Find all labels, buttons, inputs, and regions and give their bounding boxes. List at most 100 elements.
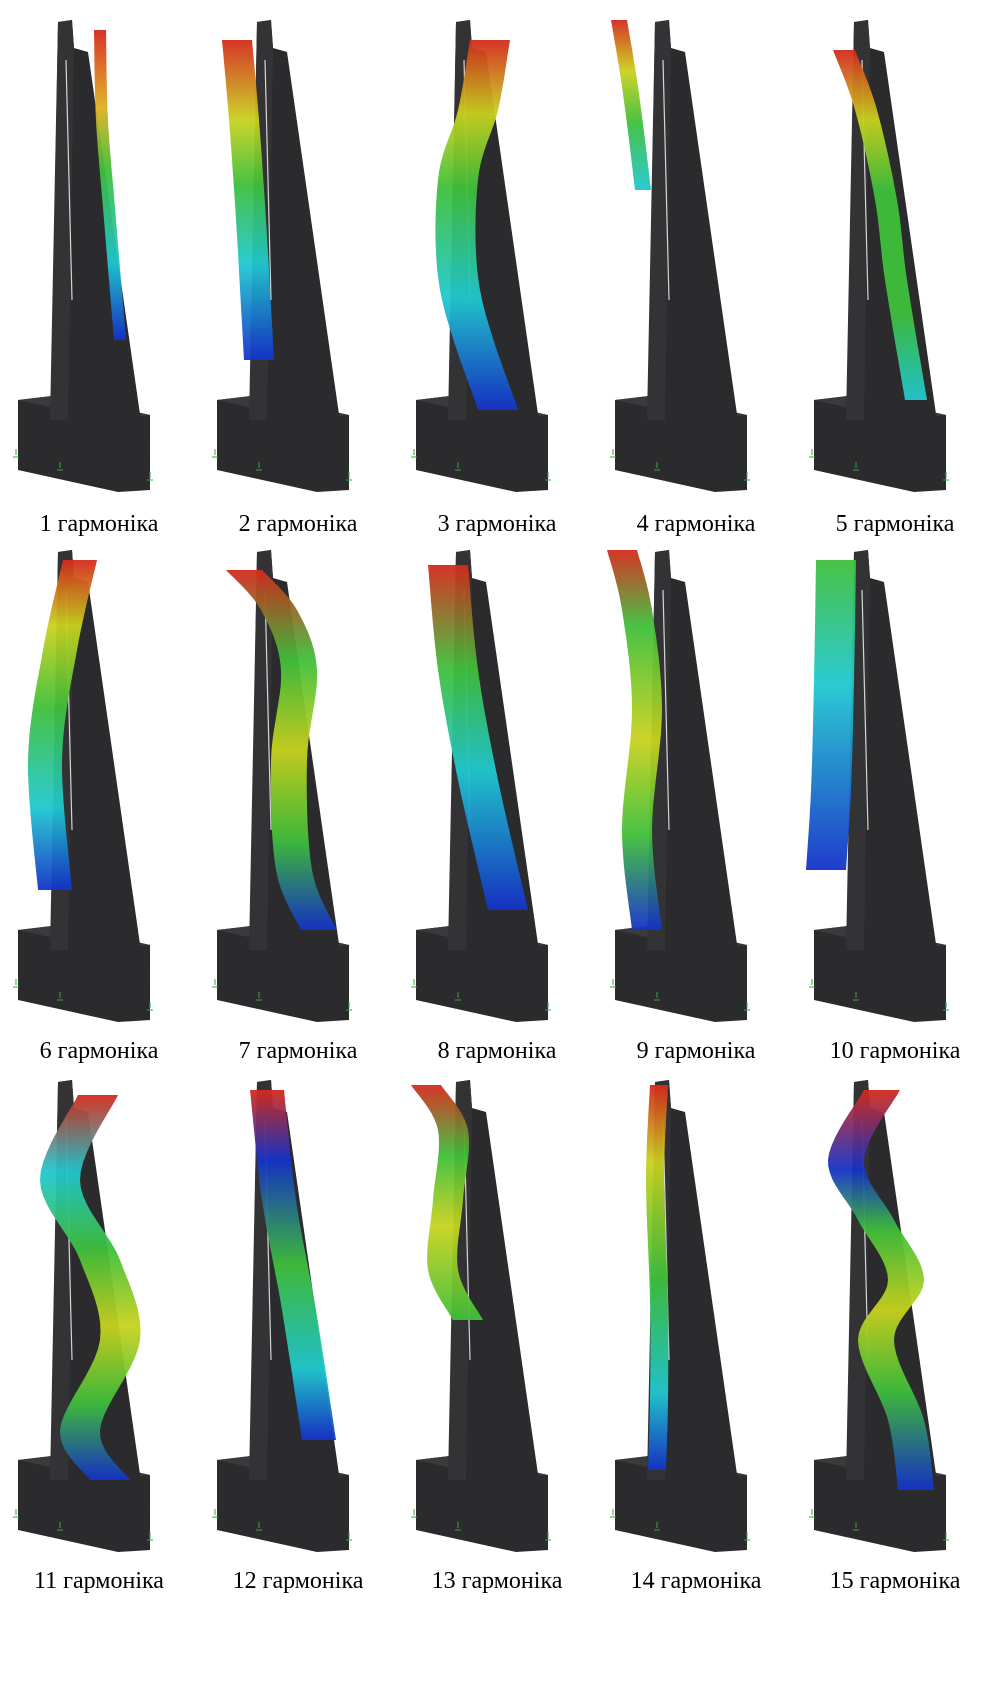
deformed-shape-ribbon <box>646 1085 669 1470</box>
mode-panel: 10 гармоніка <box>796 530 994 1095</box>
support-marker <box>256 992 262 1001</box>
support-marker <box>943 472 949 481</box>
support-marker <box>610 449 616 458</box>
mode-caption: 10 гармоніка <box>829 1038 961 1064</box>
support-marker <box>147 472 153 481</box>
tower-mode-shape-image <box>13 550 153 1022</box>
mode-caption: 7 гармоніка <box>238 1038 358 1064</box>
tower-mode-shape-image <box>809 1080 949 1552</box>
mode-panel: 1 гармоніка <box>0 0 198 565</box>
mode-panel: 14 гармоніка <box>597 1060 795 1625</box>
mode-panel: 13 гармоніка <box>398 1060 596 1625</box>
deformed-shape-ribbon <box>40 1095 141 1480</box>
mode-panel: 9 гармоніка <box>597 530 795 1095</box>
tower-mode-shape-image <box>212 550 352 1022</box>
tower-mode-shape-image <box>411 550 551 1022</box>
support-marker <box>853 462 859 471</box>
mode-panel: 5 гармоніка <box>796 0 994 565</box>
support-marker <box>610 1509 616 1518</box>
mode-panel: 4 гармоніка <box>597 0 795 565</box>
support-marker <box>57 992 63 1001</box>
deformed-shape-ribbon <box>226 570 337 930</box>
deformed-shape-ribbon <box>435 40 518 410</box>
support-marker <box>256 1522 262 1531</box>
deformed-shape-ribbon <box>428 565 528 910</box>
support-marker <box>147 1002 153 1011</box>
support-marker <box>13 449 19 458</box>
support-marker <box>809 979 815 988</box>
support-marker <box>545 1002 551 1011</box>
tower-shaft <box>50 20 148 470</box>
support-marker <box>809 449 815 458</box>
tower-mode-shape-image <box>411 1080 551 1552</box>
support-marker <box>147 1532 153 1541</box>
tower-mode-shape-image <box>411 20 551 492</box>
support-marker <box>455 1522 461 1531</box>
deformed-shape-ribbon <box>833 50 927 400</box>
deformed-shape-ribbon <box>250 1090 336 1440</box>
support-marker <box>13 979 19 988</box>
mode-caption: 2 гармоніка <box>238 511 358 537</box>
deformed-shape-ribbon <box>828 1090 934 1490</box>
support-marker <box>853 992 859 1001</box>
support-marker <box>455 462 461 471</box>
tower-mode-shape-image <box>212 20 352 492</box>
mode-panel: 6 гармоніка <box>0 530 198 1095</box>
tower-mode-shape-image <box>610 1080 750 1552</box>
support-marker <box>943 1532 949 1541</box>
tower-mode-shape-image <box>607 550 750 1022</box>
mode-panel: 3 гармоніка <box>398 0 596 565</box>
mode-panel: 15 гармоніка <box>796 1060 994 1625</box>
support-marker <box>256 462 262 471</box>
mode-caption: 13 гармоніка <box>431 1568 563 1594</box>
tower-shaft <box>647 550 745 1000</box>
mode-caption: 1 гармоніка <box>39 511 159 537</box>
support-marker <box>212 1509 218 1518</box>
tower-mode-shape-image <box>806 550 949 1022</box>
support-marker <box>212 979 218 988</box>
tower-shaft <box>647 1080 745 1530</box>
deformed-shape-ribbon <box>611 20 651 190</box>
support-marker <box>411 1509 417 1518</box>
tower-shaft <box>448 1080 546 1530</box>
mode-panel: 7 гармоніка <box>199 530 397 1095</box>
deformed-shape-ribbon <box>806 560 856 870</box>
mode-panel: 2 гармоніка <box>199 0 397 565</box>
mode-caption: 5 гармоніка <box>835 511 955 537</box>
mode-caption: 12 гармоніка <box>232 1568 364 1594</box>
mode-caption: 11 гармоніка <box>34 1568 164 1594</box>
mode-panel: 12 гармоніка <box>199 1060 397 1625</box>
support-marker <box>57 462 63 471</box>
mode-caption: 4 гармоніка <box>636 511 756 537</box>
support-marker <box>57 1522 63 1531</box>
support-marker <box>744 1532 750 1541</box>
mode-caption: 6 гармоніка <box>39 1038 159 1064</box>
tower-mode-shape-image <box>13 20 153 492</box>
support-marker <box>744 472 750 481</box>
support-marker <box>853 1522 859 1531</box>
support-marker <box>943 1002 949 1011</box>
mode-caption: 9 гармоніка <box>636 1038 756 1064</box>
mode-panel: 11 гармоніка <box>0 1060 198 1625</box>
support-marker <box>545 472 551 481</box>
mode-caption: 15 гармоніка <box>829 1568 961 1594</box>
support-marker <box>654 1522 660 1531</box>
support-marker <box>13 1509 19 1518</box>
tower-mode-shape-image <box>212 1080 352 1552</box>
deformed-shape-ribbon <box>411 1085 483 1320</box>
tower-mode-shape-image <box>13 1080 153 1552</box>
support-marker <box>654 992 660 1001</box>
mode-caption: 14 гармоніка <box>630 1568 762 1594</box>
support-marker <box>455 992 461 1001</box>
support-marker <box>545 1532 551 1541</box>
tower-mode-shape-image <box>809 20 949 492</box>
support-marker <box>744 1002 750 1011</box>
tower-mode-shape-image <box>610 20 750 492</box>
support-marker <box>346 472 352 481</box>
deformed-shape-ribbon <box>28 560 97 890</box>
support-marker <box>809 1509 815 1518</box>
support-marker <box>212 449 218 458</box>
deformed-shape-ribbon <box>222 40 274 360</box>
support-marker <box>346 1532 352 1541</box>
